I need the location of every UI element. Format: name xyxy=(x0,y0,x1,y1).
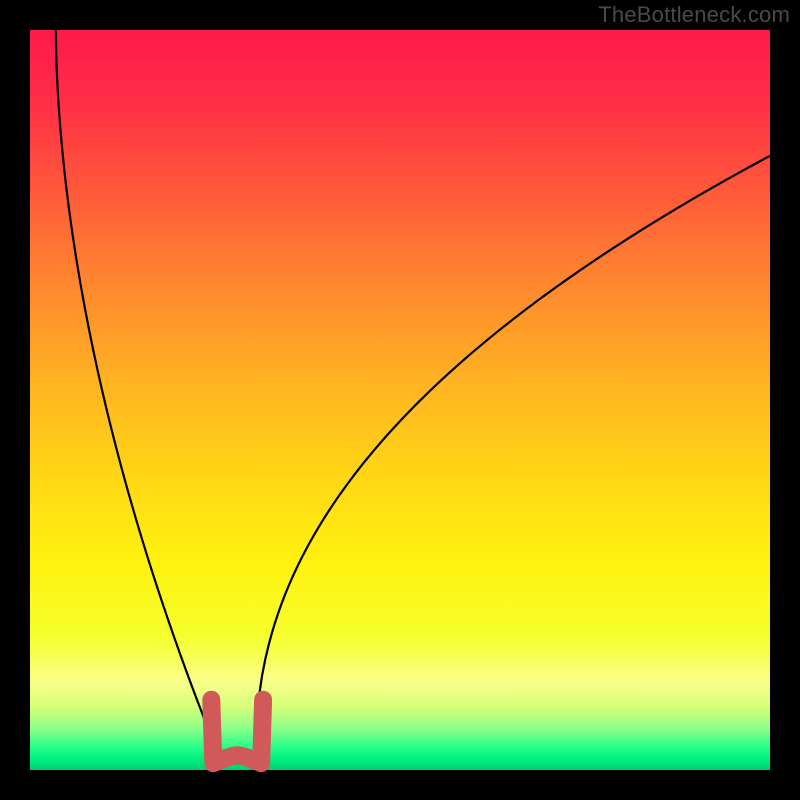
bottleneck-chart xyxy=(0,0,800,800)
plot-background-gradient xyxy=(30,30,770,770)
watermark-text: TheBottleneck.com xyxy=(598,2,790,28)
